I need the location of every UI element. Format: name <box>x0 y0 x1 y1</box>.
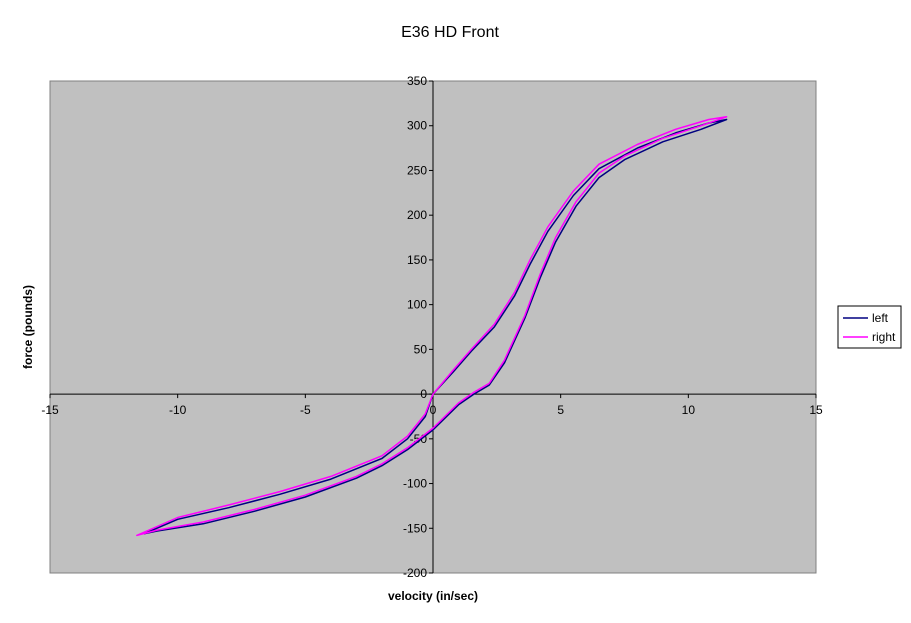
x-axis-title: velocity (in/sec) <box>388 589 478 603</box>
y-tick-label: 150 <box>407 253 427 267</box>
x-tick-label: 0 <box>430 403 437 417</box>
tick-marks <box>49 80 817 574</box>
y-tick-label: 250 <box>407 163 427 177</box>
x-tick-label: -5 <box>300 403 311 417</box>
x-tick-label: 15 <box>809 403 823 417</box>
x-tick-label: 10 <box>682 403 696 417</box>
x-tick-label: 5 <box>557 403 564 417</box>
series-line-left <box>143 118 728 535</box>
x-tick-label: -15 <box>41 403 59 417</box>
y-tick-label: 100 <box>407 298 427 312</box>
y-tick-label: 50 <box>414 342 428 356</box>
chart-title: E36 HD Front <box>401 24 499 41</box>
y-tick-label: 0 <box>420 387 427 401</box>
legend-box <box>837 305 902 349</box>
legend-label-left: left <box>872 311 889 325</box>
y-tick-label: 350 <box>407 74 427 88</box>
series-layer <box>136 116 728 537</box>
legend-label-right: right <box>872 330 896 344</box>
legend: left right <box>837 305 902 349</box>
y-tick-label: 200 <box>407 208 427 222</box>
series-line-right <box>136 116 728 537</box>
y-tick-label: -150 <box>403 521 427 535</box>
y-axis-title: force (pounds) <box>21 285 35 369</box>
y-tick-label: 300 <box>407 119 427 133</box>
y-tick-label: -200 <box>403 566 427 580</box>
y-tick-label: -100 <box>403 477 427 491</box>
x-tick-label: -10 <box>169 403 187 417</box>
